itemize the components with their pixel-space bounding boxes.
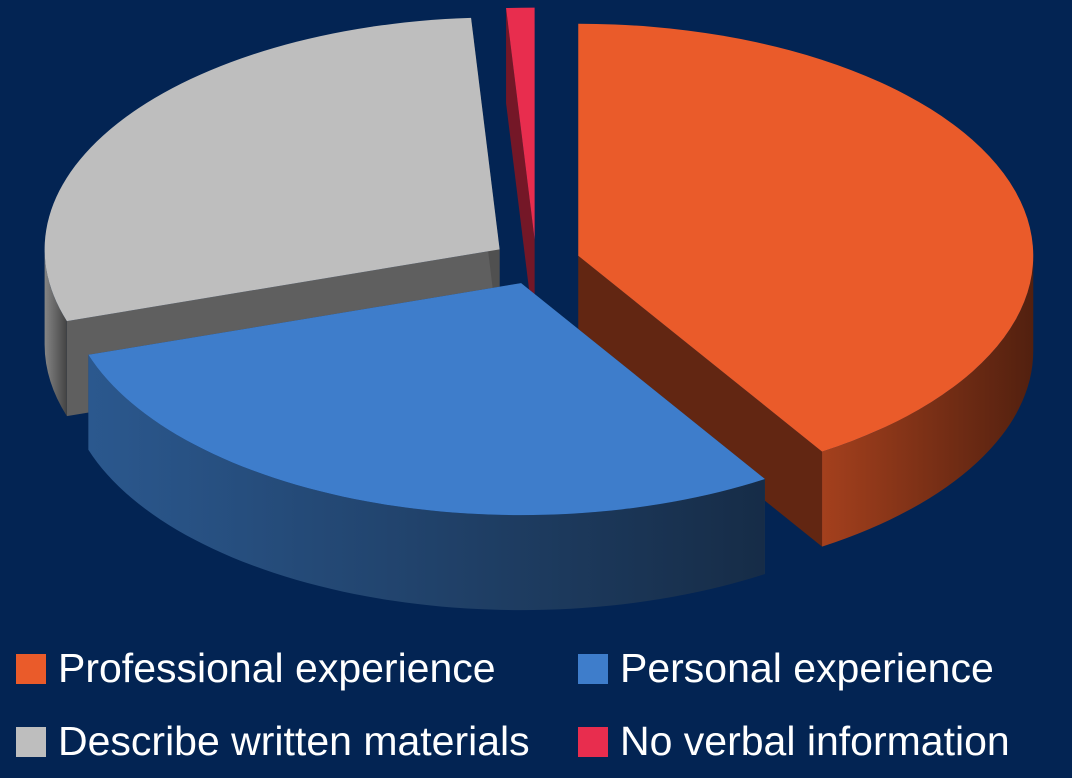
legend-swatch-no-verbal-information (578, 726, 608, 757)
pie-slice-professional-experience (578, 23, 1034, 547)
legend-item-professional-experience: Professional experience (16, 648, 496, 689)
legend-swatch-describe-written-materials (16, 726, 46, 757)
legend-label-no-verbal-information: No verbal information (620, 718, 1010, 764)
pie-slice-top-no-verbal-information (506, 7, 535, 240)
pie-plot-area (44, 7, 1034, 611)
pie-slice-side-personal-experience (88, 354, 765, 611)
pie-slice-side-professional-experience (822, 255, 1034, 547)
pie-slice-wall-no-verbal-information-0 (506, 8, 535, 335)
pie-slice-top-personal-experience (88, 283, 765, 516)
legend-label-describe-written-materials: Describe written materials (58, 718, 530, 764)
pie-slice-personal-experience (88, 283, 765, 611)
legend-swatch-personal-experience (578, 653, 608, 684)
legend-label-professional-experience: Professional experience (58, 645, 496, 691)
legend-label-personal-experience: Personal experience (620, 645, 994, 691)
pie-slice-side-describe-written-materials (44, 249, 67, 417)
pie-slice-wall-professional-experience-1 (578, 255, 823, 547)
pie-slice-top-professional-experience (578, 23, 1034, 452)
legend-item-personal-experience: Personal experience (578, 648, 994, 689)
legend-item-no-verbal-information: No verbal information (578, 721, 1010, 762)
pie-slice-top-describe-written-materials (44, 17, 500, 322)
pie-slice-no-verbal-information (506, 7, 535, 335)
legend-swatch-professional-experience (16, 653, 46, 684)
legend-item-describe-written-materials: Describe written materials (16, 721, 530, 762)
